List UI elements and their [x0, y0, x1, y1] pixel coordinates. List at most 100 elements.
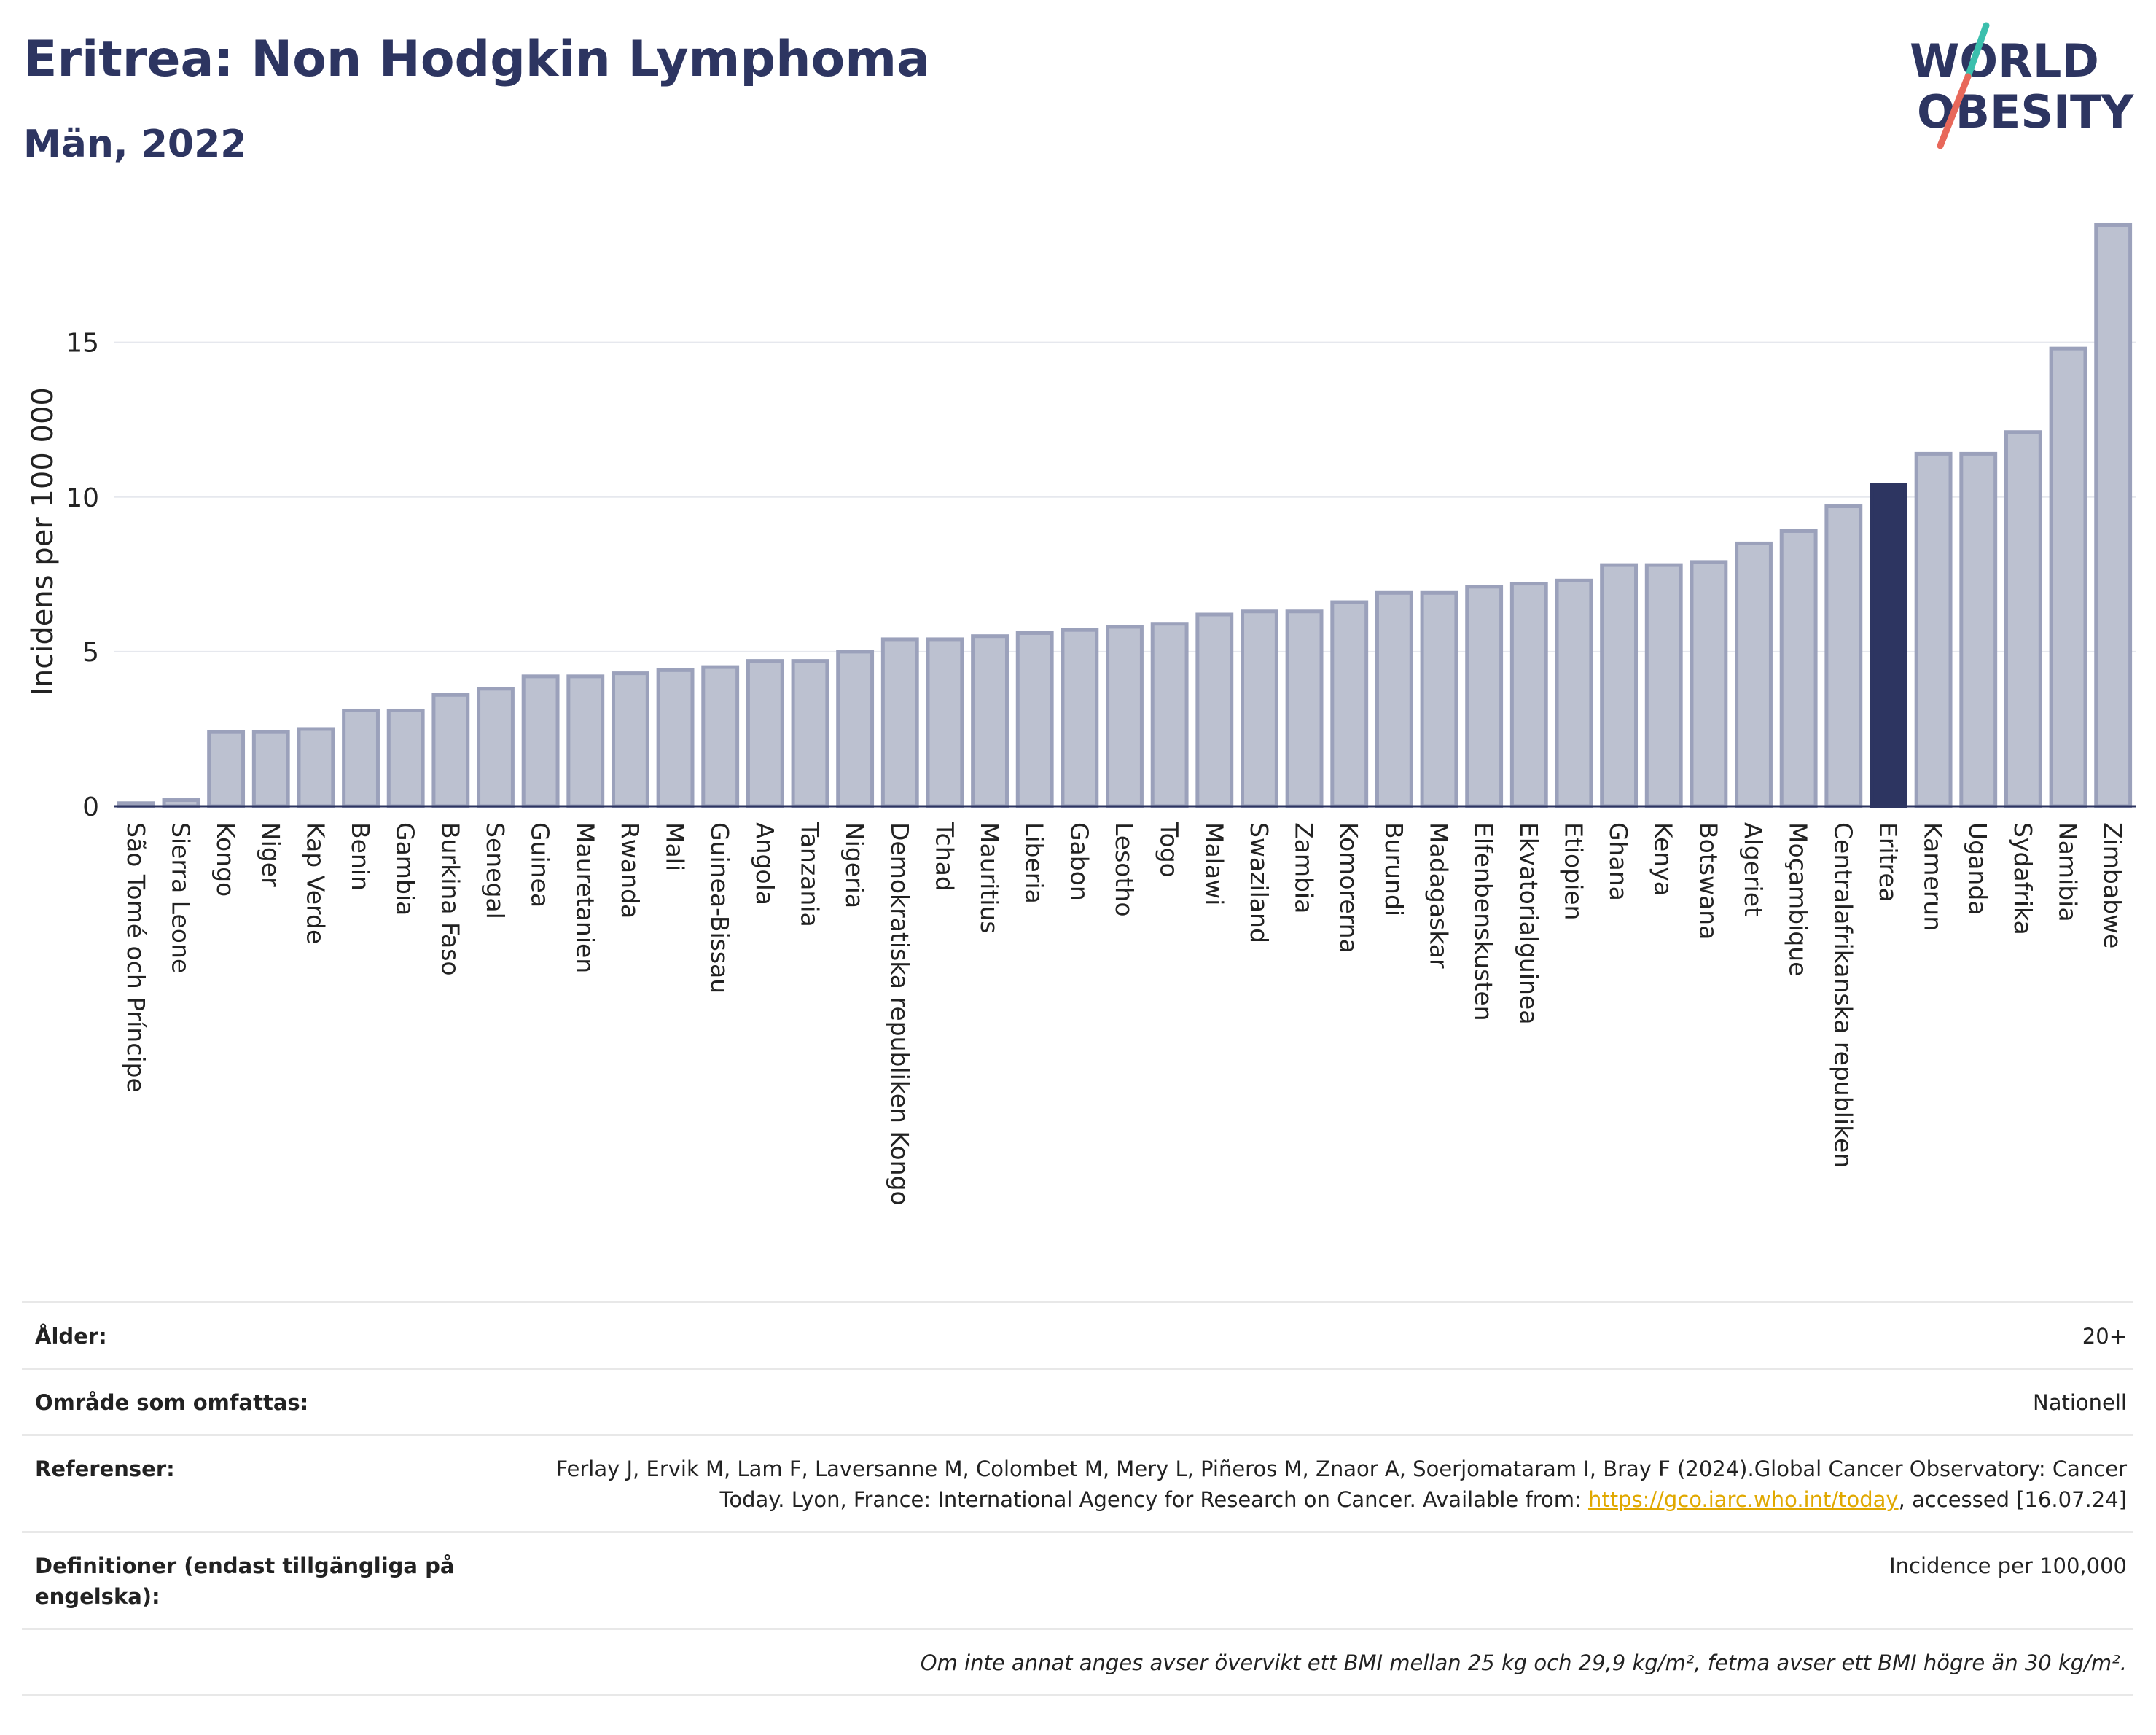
chart-subtitle: Män, 2022 [23, 122, 247, 166]
bar-kamerun [1914, 451, 1953, 808]
bar-demokratiska-republiken-kongo [880, 637, 919, 808]
bar-tanzania [791, 659, 829, 808]
x-tick-label: Etiopien [1559, 822, 1587, 920]
x-tick-label: Kamerun [1919, 822, 1948, 931]
references-link[interactable]: https://gco.iarc.who.int/today [1587, 1487, 1899, 1512]
definitions-value: Incidence per 100,000 [1889, 1553, 2127, 1578]
meta-row-area: Område som omfattas: Nationell [22, 1368, 2133, 1434]
x-tick-label: Senegal [481, 822, 509, 919]
bar-gabon [1061, 628, 1099, 808]
meta-row-references: Referenser: Ferlay J, Ervik M, Lam F, La… [22, 1434, 2133, 1531]
logo-slash-top [1964, 22, 1990, 80]
x-tick-label: Ekvatorialguinea [1515, 822, 1543, 1024]
bar-botswana [1690, 560, 1728, 808]
x-tick-label: Nigeria [840, 822, 869, 908]
bar-benin [342, 708, 380, 808]
x-tick-label: Gambia [391, 822, 420, 916]
x-tick-label: Moçambique [1784, 822, 1813, 976]
bar-angola [746, 659, 784, 808]
x-tick-label: Mauritius [975, 822, 1004, 934]
area-value: Nationell [2033, 1390, 2127, 1415]
references-text: Ferlay J, Ervik M, Lam F, Laversanne M, … [555, 1457, 2127, 1512]
x-tick-label: Kongo [211, 822, 240, 897]
references-accessed: , accessed [16.07.24] [1898, 1487, 2127, 1512]
bar-swaziland [1241, 609, 1278, 808]
bar-eritrea [1870, 483, 1907, 808]
bar-liberia [1015, 631, 1054, 808]
x-tick-label: Sydafrika [2009, 822, 2037, 935]
x-tick-label: Gabon [1065, 822, 1093, 901]
y-tick-label: 0 [82, 792, 99, 822]
bar-madagaskar [1420, 590, 1458, 808]
logo-text-world: WORLD [1910, 34, 2099, 87]
bar-burkina-faso [431, 693, 470, 808]
x-tick-label: Elfenbenskusten [1469, 822, 1498, 1021]
y-tick-label: 10 [66, 483, 99, 513]
bar-rwanda [611, 671, 649, 808]
bars [117, 222, 2133, 808]
x-tick-label: São Tomé och Príncipe [122, 822, 150, 1093]
meta-row-definitions: Definitioner (endast tillgängliga på eng… [22, 1531, 2133, 1628]
x-tick-label: Eritrea [1874, 822, 1902, 902]
bar-ekvatorialguinea [1509, 582, 1548, 808]
x-tick-label: Mauretanien [571, 822, 599, 973]
x-tick-label: Ghana [1604, 822, 1633, 901]
x-tick-label: Kenya [1649, 822, 1678, 896]
bar-senegal [477, 687, 515, 808]
bar-guinea-bissau [701, 665, 740, 808]
x-tick-label: Namibia [2054, 822, 2082, 922]
x-tick-label: Niger [257, 822, 285, 887]
x-tick-label: Madagaskar [1425, 822, 1453, 969]
x-tick-label: Sierra Leone [166, 822, 195, 973]
y-axis-ticks: 0 5 10 15 [66, 329, 99, 822]
bar-komorerna [1330, 600, 1369, 808]
world-obesity-logo: WORLD OBESITY [1910, 22, 2134, 149]
x-tick-label: Burundi [1380, 822, 1408, 916]
meta-row-age: Ålder: 20+ [22, 1301, 2133, 1368]
x-tick-label: Burkina Faso [436, 822, 464, 976]
x-tick-label: Angola [751, 822, 779, 905]
logo-slash-bottom [1937, 73, 1972, 149]
bar-mauretanien [566, 674, 605, 808]
metadata-table: Ålder: 20+ Område som omfattas: Nationel… [22, 1301, 2133, 1696]
bar-mali [656, 668, 695, 808]
bar-malawi [1195, 612, 1234, 808]
x-tick-label: Demokratiska republiken Kongo [886, 822, 914, 1206]
chart-title: Eritrea: Non Hodgkin Lymphoma [23, 31, 930, 88]
x-tick-label: Malawi [1200, 822, 1228, 905]
bar-lesotho [1106, 625, 1144, 808]
bar-kap-verde [297, 727, 335, 808]
references-value: Ferlay J, Ervik M, Lam F, Laversanne M, … [501, 1454, 2131, 1515]
bar-nigeria [836, 650, 875, 808]
bar-mauritius [971, 634, 1009, 808]
bar-burundi [1375, 590, 1413, 808]
bar-mo-ambique [1779, 529, 1818, 808]
bar-chart: 0 5 10 15 São Tomé och Príncipe Sierra Leone… [26, 222, 2136, 1206]
bar-guinea [521, 674, 560, 808]
y-axis-label: Incidens per 100 000 [26, 387, 60, 696]
bar-togo [1150, 622, 1189, 808]
x-tick-label: Komorerna [1335, 822, 1363, 954]
age-value: 20+ [2082, 1324, 2127, 1349]
meta-row-note: Om inte annat anges avser övervikt ett B… [22, 1628, 2133, 1696]
bar-gambia [386, 708, 425, 808]
x-tick-label: Tchad [930, 822, 958, 892]
x-tick-label: Swaziland [1245, 822, 1273, 943]
x-tick-label: Mali [661, 822, 690, 871]
bar-zimbabwe [2094, 222, 2133, 808]
references-label: Referenser: [35, 1457, 175, 1481]
definitions-label: Definitioner (endast tillgängliga på eng… [35, 1553, 455, 1609]
x-tick-label: Kap Verde [301, 822, 329, 944]
x-tick-label: Togo [1155, 822, 1184, 878]
bar-kenya [1644, 563, 1683, 808]
bar-sydafrika [2004, 430, 2042, 808]
x-tick-label: Tanzania [795, 822, 824, 927]
bar-zambia [1285, 609, 1324, 808]
y-tick-label: 15 [66, 329, 99, 359]
bar-namibia [2049, 346, 2087, 808]
bar-niger [251, 730, 290, 808]
x-axis-labels: São Tomé och Príncipe Sierra Leone Kongo Ni… [122, 822, 2127, 1206]
x-tick-label: Centralafrikanska republiken [1829, 822, 1857, 1168]
age-label: Ålder: [35, 1324, 107, 1349]
bar-elfenbenskusten [1465, 585, 1504, 808]
